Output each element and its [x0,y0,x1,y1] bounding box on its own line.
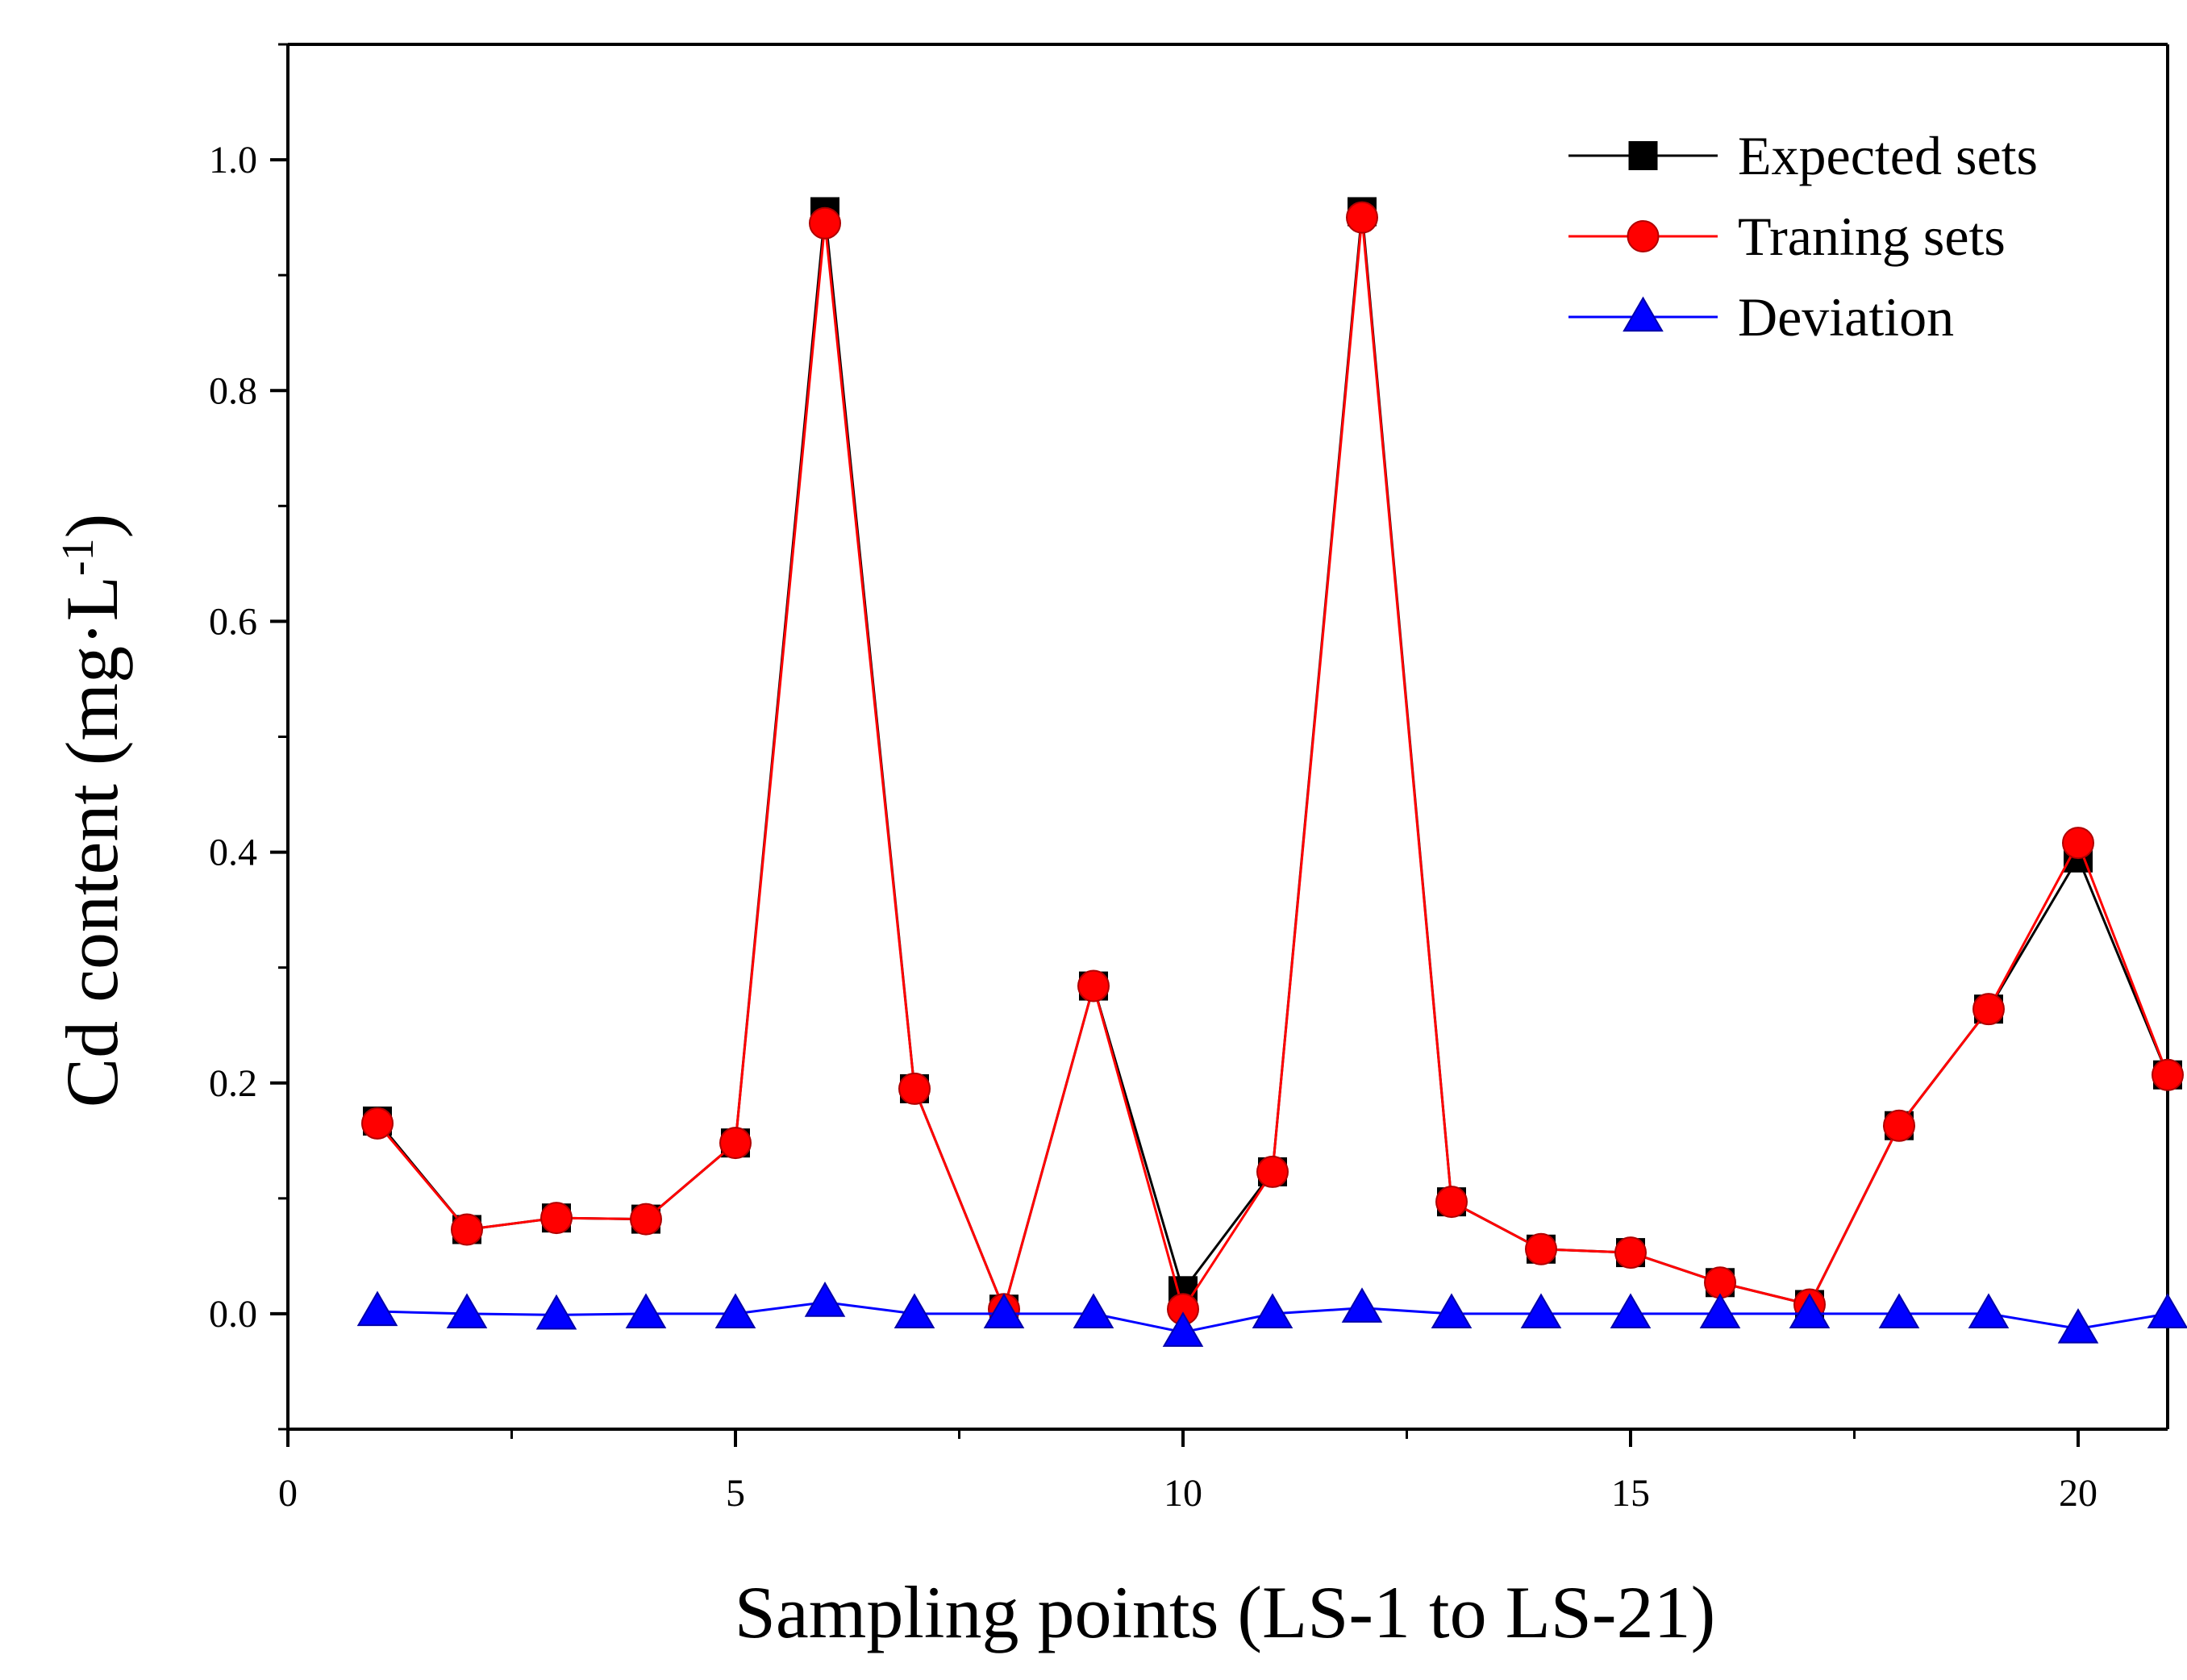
data-point [714,1293,756,1329]
data-point [630,1203,662,1236]
y-tick-label: 1.0 [209,139,257,181]
axes-layer: 0 5 10 15 20 0.0 0.2 0.4 0.6 0.8 1.0 [209,43,2169,1515]
y-tick-label: 0.6 [209,600,257,643]
data-point [719,1127,752,1160]
data-point [983,1293,1025,1329]
series-traning-sets [361,201,2184,1326]
legend-label: Expected sets [1738,125,2038,186]
x-tick-label: 0 [278,1472,298,1515]
data-point [1431,1293,1473,1329]
y-tick-label: 0.4 [209,832,257,874]
legend-marker [1627,220,1660,252]
series-line [376,211,2169,1313]
data-point [898,1072,931,1105]
legend-label: Deviation [1738,286,1954,348]
legend-label: Traning sets [1738,206,2006,267]
data-point [1346,201,1378,234]
data-point [1520,1293,1562,1329]
y-axis-title-close: ) [51,514,133,539]
data-point [535,1294,577,1330]
legend-layer: Expected sets Traning sets Deviation [1568,125,2038,348]
y-tick-label: 0.8 [209,369,257,412]
y-axis-title: Cd content (mg·L-1) [51,514,133,1107]
legend-item: Deviation [1568,286,1954,348]
data-point [2062,827,2094,860]
series-deviation [356,1282,2187,1347]
legend-item: Expected sets [1568,125,2038,186]
data-point [1252,1293,1293,1329]
data-point [1162,1311,1204,1347]
data-point [1610,1293,1652,1329]
data-point [1614,1236,1647,1269]
data-point [804,1282,846,1317]
data-point [1256,1155,1289,1188]
y-tick-label: 0.0 [209,1293,257,1336]
series-line [376,217,2169,1313]
data-point [1077,969,1110,1003]
data-point [625,1293,667,1329]
x-axis-title: Sampling points (LS-1 to LS-21) [735,1571,1715,1653]
data-point [1878,1293,1920,1329]
x-tick-label: 15 [1611,1472,1650,1515]
series-expected-sets [363,197,2182,1324]
y-axis-title-superscript: -1 [53,538,103,576]
series-layer [356,197,2187,1347]
x-tick-label: 10 [1164,1472,1202,1515]
data-point [1972,993,2005,1026]
data-point [2057,1307,2099,1344]
legend-item: Traning sets [1568,206,2006,267]
data-point [446,1293,488,1329]
data-point [361,1107,394,1140]
legend-marker [1628,141,1658,170]
data-point [1435,1186,1468,1219]
data-point [809,206,841,240]
data-point [1699,1293,1741,1329]
data-point [894,1293,935,1329]
data-point [2147,1293,2187,1329]
data-point [1341,1287,1383,1323]
x-tick-label: 20 [2059,1472,2097,1515]
data-point [1525,1232,1557,1265]
y-tick-label: 0.2 [209,1062,257,1105]
x-tick-label: 5 [726,1472,745,1515]
data-point [356,1290,398,1327]
data-point [1968,1293,2010,1329]
data-point [1073,1293,1114,1329]
data-point [1883,1109,1915,1142]
data-point [2152,1058,2184,1091]
y-axis-title-main: Cd content (mg·L [51,576,133,1107]
data-point [540,1202,573,1235]
data-point [1789,1293,1831,1329]
data-point [451,1213,483,1246]
legend-marker [1623,296,1664,332]
